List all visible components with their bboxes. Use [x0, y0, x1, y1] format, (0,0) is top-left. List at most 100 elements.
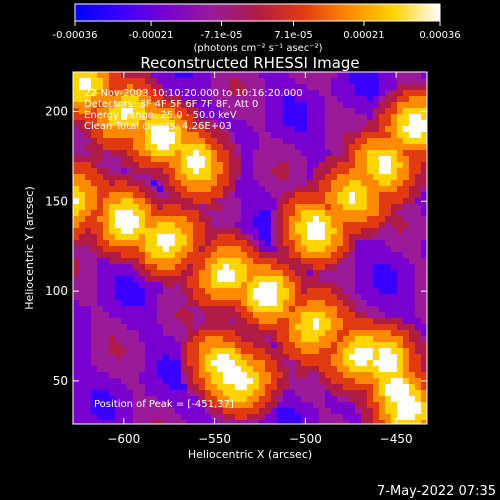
heatmap-cell [85, 336, 91, 342]
heatmap-cell [235, 144, 241, 150]
heatmap-cell [409, 84, 415, 90]
heatmap-cell [127, 126, 133, 132]
heatmap-cell [247, 366, 253, 372]
heatmap-cell [379, 420, 385, 424]
heatmap-cell [217, 234, 223, 240]
heatmap-cell [337, 342, 343, 348]
heatmap-cell [331, 378, 337, 384]
heatmap-cell [343, 108, 349, 114]
heatmap-cell [355, 282, 361, 288]
heatmap-cell [145, 72, 151, 78]
heatmap-cell [313, 204, 319, 210]
heatmap-cell [391, 108, 397, 114]
heatmap-cell [319, 378, 325, 384]
heatmap-cell [319, 120, 325, 126]
heatmap-cell [85, 84, 91, 90]
heatmap-cell [361, 246, 367, 252]
heatmap-cell [151, 228, 157, 234]
heatmap-cell [397, 342, 403, 348]
heatmap-cell [391, 180, 397, 186]
heatmap-cell [415, 264, 421, 270]
heatmap-cell [301, 126, 307, 132]
heatmap-cell [253, 384, 259, 390]
heatmap-cell [289, 384, 295, 390]
heatmap-cell [397, 294, 403, 300]
heatmap-cell [361, 354, 367, 360]
heatmap-cell [97, 240, 103, 246]
heatmap-cell [85, 240, 91, 246]
heatmap-cell [247, 156, 253, 162]
heatmap-cell [391, 294, 397, 300]
heatmap-cell [91, 324, 97, 330]
heatmap-cell [235, 258, 241, 264]
heatmap-cell [91, 306, 97, 312]
heatmap-cell [385, 318, 391, 324]
heatmap-cell [409, 126, 415, 132]
heatmap-cell [247, 318, 253, 324]
heatmap-cell [103, 222, 109, 228]
heatmap-cell [379, 318, 385, 324]
heatmap-cell [151, 372, 157, 378]
heatmap-cell [187, 318, 193, 324]
heatmap-cell [193, 408, 199, 414]
heatmap-cell [301, 396, 307, 402]
heatmap-cell [217, 162, 223, 168]
heatmap-cell [409, 252, 415, 258]
heatmap-cell [271, 186, 277, 192]
heatmap-cell [115, 318, 121, 324]
heatmap-cell [211, 336, 217, 342]
heatmap-cell [157, 240, 163, 246]
heatmap-cell [205, 318, 211, 324]
heatmap-cell [187, 354, 193, 360]
heatmap-cell [367, 216, 373, 222]
y-tick-label: 50 [53, 374, 68, 388]
heatmap-cell [325, 168, 331, 174]
heatmap-cell [397, 390, 403, 396]
heatmap-cell [223, 390, 229, 396]
heatmap-cell [331, 324, 337, 330]
heatmap-cell [385, 156, 391, 162]
heatmap-cell [241, 288, 247, 294]
heatmap-cell [277, 330, 283, 336]
heatmap-cell [343, 186, 349, 192]
heatmap-cell [319, 162, 325, 168]
heatmap-cell [331, 372, 337, 378]
heatmap-cell [343, 324, 349, 330]
heatmap-cell [283, 126, 289, 132]
heatmap-cell [79, 396, 85, 402]
heatmap-cell [301, 204, 307, 210]
heatmap-cell [121, 246, 127, 252]
heatmap-cell [421, 282, 427, 288]
heatmap-cell [385, 204, 391, 210]
heatmap-cell [271, 354, 277, 360]
heatmap-cell [247, 234, 253, 240]
heatmap-cell [115, 102, 121, 108]
heatmap-cell [259, 132, 265, 138]
heatmap-cell [97, 120, 103, 126]
heatmap-cell [403, 402, 409, 408]
heatmap-cell [337, 294, 343, 300]
heatmap-cell [235, 162, 241, 168]
heatmap-cell [229, 84, 235, 90]
heatmap-cell [241, 366, 247, 372]
heatmap-cell [391, 198, 397, 204]
heatmap-cell [115, 288, 121, 294]
heatmap-cell [235, 150, 241, 156]
heatmap-cell [157, 246, 163, 252]
heatmap-cell [115, 96, 121, 102]
heatmap-cell [199, 276, 205, 282]
heatmap-cell [163, 282, 169, 288]
heatmap-cell [373, 282, 379, 288]
heatmap-cell [235, 210, 241, 216]
heatmap-cell [121, 270, 127, 276]
heatmap-cell [379, 378, 385, 384]
heatmap-cell [325, 102, 331, 108]
heatmap-cell [403, 240, 409, 246]
heatmap-cell [175, 180, 181, 186]
heatmap-cell [145, 156, 151, 162]
heatmap-cell [103, 96, 109, 102]
heatmap-cell [139, 84, 145, 90]
heatmap-cell [145, 192, 151, 198]
heatmap-cell [379, 240, 385, 246]
heatmap-cell [277, 234, 283, 240]
